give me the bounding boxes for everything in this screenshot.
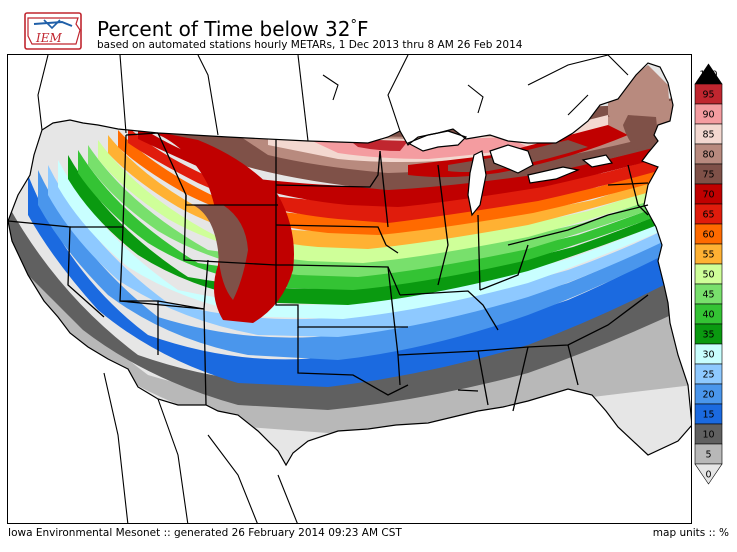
colorbar-label-30: 30: [702, 350, 714, 361]
title-unit: F: [357, 17, 369, 41]
colorbar-label-85: 85: [702, 130, 714, 141]
colorbar-label-65: 65: [702, 210, 714, 221]
footer-credit: Iowa Environmental Mesonet :: generated …: [8, 527, 402, 539]
colorbar-label-15: 15: [702, 410, 714, 421]
great-lakes: [406, 130, 614, 217]
colorbar-label-40: 40: [702, 310, 714, 321]
colorbar-label-80: 80: [702, 150, 714, 161]
colorbar-label-5: 5: [705, 450, 711, 461]
colorbar-label-0: 0: [705, 470, 711, 481]
colorbar-label-25: 25: [702, 370, 714, 381]
colorbar-label-75: 75: [702, 170, 714, 181]
title-degree: °: [350, 18, 358, 33]
colorbar-label-45: 45: [702, 290, 714, 301]
colorbar-label-50: 50: [702, 270, 714, 281]
colorbar-label-35: 35: [702, 330, 714, 341]
colorbar-label-90: 90: [702, 110, 714, 121]
colorbar-swatches: [694, 63, 723, 485]
colorbar-label-95: 95: [702, 90, 714, 101]
state-boundaries: [8, 132, 649, 412]
colorbar-label-100: 100: [699, 70, 717, 81]
map-subtitle: based on automated stations hourly METAR…: [97, 39, 523, 51]
colorbar-label-55: 55: [702, 250, 714, 261]
us-outline: [8, 62, 691, 467]
header: IEM Percent of Time below 32°F based on …: [0, 0, 737, 54]
map-frame: [7, 54, 692, 524]
colorbar-label-70: 70: [702, 190, 714, 201]
neighbor-boundaries: [37, 55, 629, 523]
iem-logo: IEM: [24, 12, 82, 50]
contour-map: [8, 55, 691, 523]
colorbar-swatch-0: [694, 463, 723, 485]
title-text: Percent of Time below 32: [97, 17, 351, 41]
footer-units: map units :: %: [652, 527, 729, 539]
colorbar-legend: 1009590858075706560555045403530252015105…: [694, 63, 723, 485]
logo-text: IEM: [35, 31, 63, 45]
colorbar-label-20: 20: [702, 390, 714, 401]
colorbar-labels: 1009590858075706560555045403530252015105…: [699, 70, 717, 481]
colorbar-label-60: 60: [702, 230, 714, 241]
colorbar-label-10: 10: [702, 430, 714, 441]
map-title: Percent of Time below 32°F: [97, 14, 369, 41]
